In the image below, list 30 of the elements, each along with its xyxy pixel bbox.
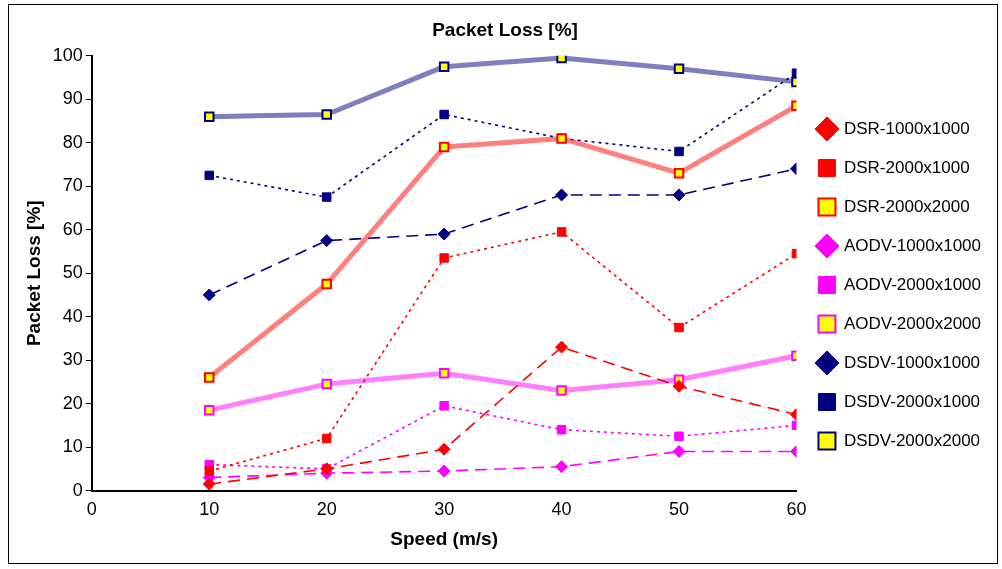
legend-label: DSDV-1000x1000 [843,352,981,372]
y-tick-label: 90 [62,88,83,109]
x-axis-title: Speed (m/s) [390,527,498,549]
chart-title: Packet Loss [%] [432,18,578,40]
x-tick-label: 20 [316,499,337,520]
x-tick-label: 30 [434,499,455,520]
y-tick-label: 100 [52,44,83,65]
legend-label: DSR-2000x1000 [843,157,970,177]
legend-label: AODV-2000x2000 [843,313,982,333]
y-tick-label: 50 [62,262,83,283]
x-tick-label: 0 [86,499,97,520]
legend-label: AODV-2000x1000 [843,274,982,294]
y-tick-label: 20 [62,392,83,413]
y-tick-label: 60 [62,218,83,239]
legend-label: DSR-2000x2000 [843,196,970,216]
y-tick-label: 70 [62,175,83,196]
y-tick-label: 30 [62,349,83,370]
x-tick-label: 10 [199,499,220,520]
legend-label: AODV-1000x1000 [843,235,982,255]
legend-label: DSR-1000x1000 [843,118,970,138]
y-axis-title: Packet Loss [%] [22,200,44,347]
x-tick-label: 60 [786,499,807,520]
y-tick-label: 0 [72,479,83,500]
y-tick-label: 80 [62,131,83,152]
legend-label: DSDV-2000x1000 [843,391,981,411]
x-tick-label: 40 [551,499,572,520]
legend-label: DSDV-2000x2000 [843,430,981,450]
x-tick-label: 50 [669,499,690,520]
y-tick-label: 40 [62,305,83,326]
y-tick-label: 10 [62,436,83,457]
